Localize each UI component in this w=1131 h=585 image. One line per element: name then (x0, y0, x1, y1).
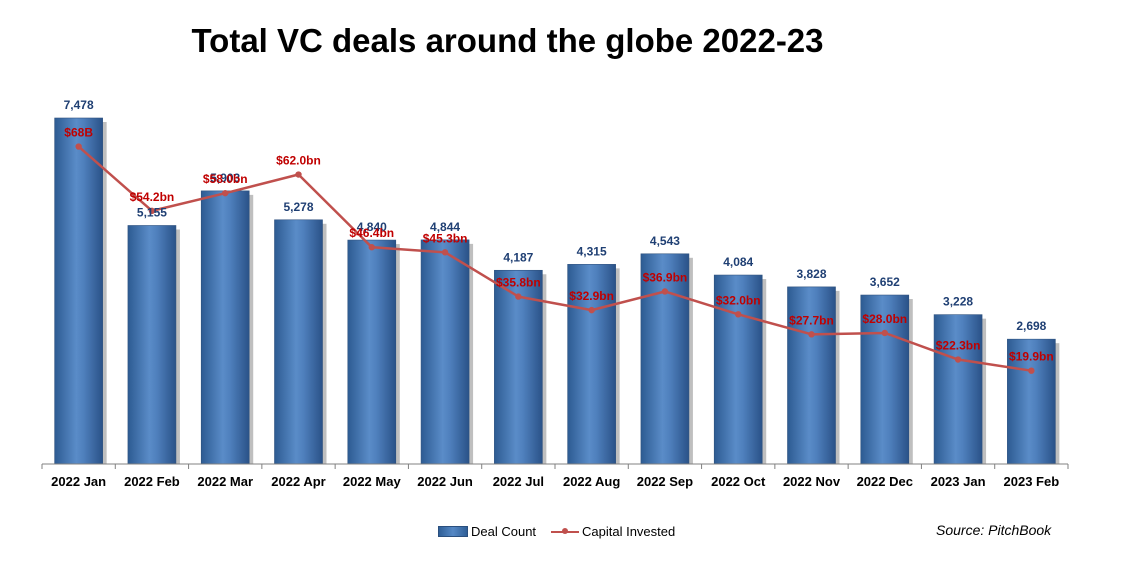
bar-deal-count (787, 286, 836, 465)
line-value-label: $58.0bn (203, 172, 248, 186)
bar-value-label: 3,228 (943, 295, 973, 309)
line-value-label: $46.4bn (349, 226, 394, 240)
bar-value-label: 7,478 (64, 98, 94, 112)
line-point (588, 306, 595, 314)
bar-value-label: 4,315 (577, 244, 607, 258)
x-tick-label: 2022 Feb (124, 474, 180, 489)
line-value-label: $45.3bn (423, 231, 468, 245)
x-tick-label: 2023 Jan (931, 474, 986, 489)
line-value-label: $62.0bn (276, 154, 321, 168)
bar-value-label: 4,844 (430, 220, 460, 234)
bar-value-label: 3,652 (870, 275, 900, 289)
legend-deal-count-label: Deal Count (471, 524, 537, 539)
legend-capital-invested: Capital Invested (551, 524, 675, 539)
line-point (808, 331, 815, 338)
bar-deal-count (54, 117, 103, 465)
line-point (295, 171, 302, 178)
line-value-label: $32.0bn (716, 293, 761, 307)
line-capital-invested (77, 145, 1032, 372)
bar-value-label: 4,187 (503, 250, 533, 264)
bar-deal-count (567, 264, 616, 465)
x-tick-label: 2022 Jun (417, 474, 473, 489)
line-value-label: $35.8bn (496, 276, 541, 290)
x-tick-label: 2022 Jul (493, 474, 544, 489)
x-tick-label: 2022 Mar (197, 474, 253, 489)
line-point (515, 293, 522, 300)
bar-value-label: 4,840 (357, 220, 387, 234)
legend-deal-count: Deal Count (438, 524, 536, 539)
bar-deal-count (274, 219, 323, 465)
x-tick-label: 2022 Sep (637, 474, 693, 489)
bar-deal-count (127, 225, 177, 465)
line-value-label: $68B (64, 126, 93, 140)
bar-deal-count (200, 190, 250, 465)
line-value-label: $36.9bn (643, 270, 688, 284)
line-point (881, 329, 888, 337)
line-point (1028, 367, 1035, 374)
bar-deal-count (713, 274, 763, 465)
line-value-label: $19.9bn (1009, 350, 1054, 364)
line-value-label: $28.0bn (862, 312, 907, 326)
legend-capital-invested-label: Capital Invested (582, 524, 676, 539)
line-value-label: $54.2bn (130, 190, 175, 204)
line-point (441, 249, 449, 256)
line-point (222, 189, 229, 197)
line-point (368, 244, 375, 251)
bar-deal-count (1007, 338, 1056, 465)
chart-title: Total VC deals around the globe 2022-23 (191, 22, 824, 59)
legend-line-swatch (551, 527, 579, 536)
line-point (148, 207, 156, 215)
bar-value-label: 5,903 (210, 171, 240, 185)
bar-value-label: 4,084 (723, 255, 753, 269)
bar-value-label: 4,543 (650, 234, 680, 248)
line-point (75, 143, 82, 150)
legend-bar-swatch (438, 526, 468, 537)
x-tick-label: 2022 Apr (271, 474, 325, 489)
x-tick-label: 2022 Dec (857, 474, 913, 489)
x-tick-label: 2022 Oct (711, 474, 766, 489)
bar-deal-count (860, 294, 910, 465)
line-value-label: $22.3bn (936, 339, 981, 353)
x-tick-label: 2022 Aug (563, 474, 620, 489)
bar-deal-count (420, 239, 470, 465)
x-tick-label: 2023 Feb (1004, 474, 1060, 489)
line-value-label: $27.7bn (789, 313, 834, 327)
bar-deal-count (640, 253, 690, 465)
x-tick-label: 2022 Jan (51, 474, 106, 489)
x-tick-label: 2022 Nov (783, 474, 841, 489)
bar-deal-count (933, 314, 983, 465)
bar-deal-count (347, 239, 397, 465)
bar-value-label: 3,828 (796, 267, 826, 281)
line-point (735, 311, 742, 318)
bar-value-label: 5,278 (283, 200, 313, 214)
line-value-label: $32.9bn (569, 289, 614, 303)
line-point (661, 288, 669, 295)
line-point (954, 356, 962, 363)
x-tick-label: 2022 May (343, 474, 402, 489)
bar-deal-count (494, 269, 543, 465)
bar-value-label: 5,155 (137, 205, 167, 219)
source-note: Source: PitchBook (936, 522, 1052, 538)
bar-value-label: 2,698 (1016, 319, 1046, 333)
